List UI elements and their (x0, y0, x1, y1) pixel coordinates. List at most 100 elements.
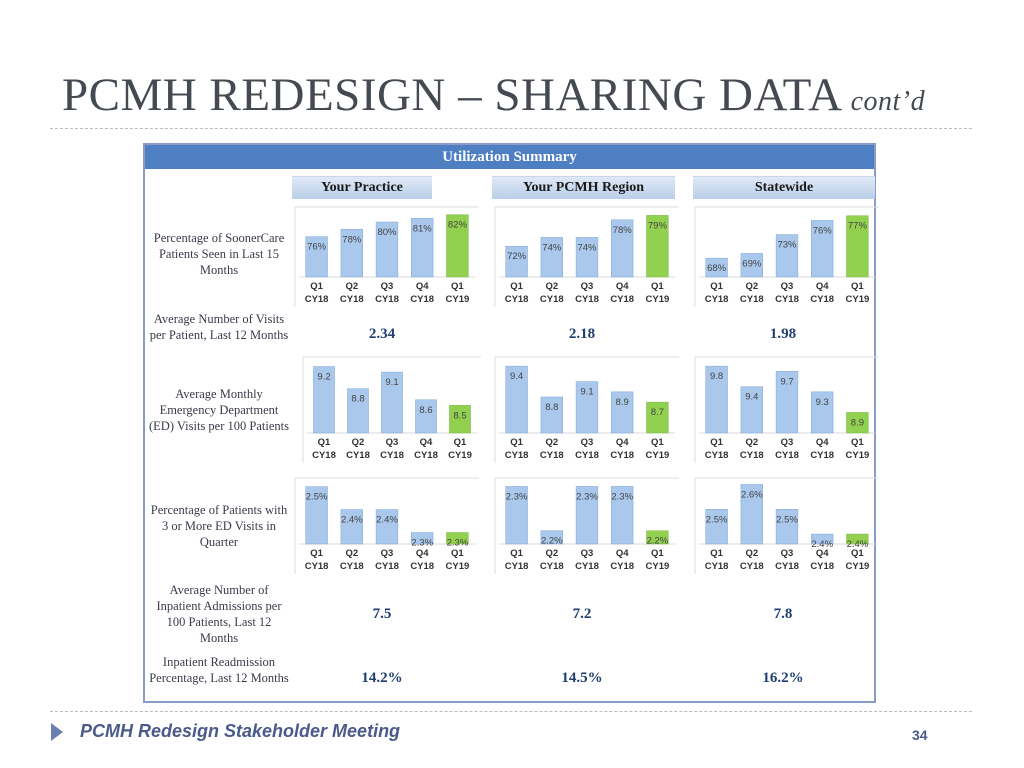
chart-data-label: 2.4% (376, 515, 398, 526)
chart-data-label: 8.7 (651, 407, 664, 418)
chart-data-label: 2.5% (306, 492, 328, 503)
chart-ed-visits-region: 9.4 Q1 CY18 8.8 Q2 CY18 9.1 Q3 CY18 8.9 Q4 CY18 8.7 Q… (494, 356, 679, 463)
chart-tick-label: CY18 (810, 561, 834, 572)
chart-data-label: 82% (448, 220, 468, 231)
chart-data-label: 2.3% (411, 538, 433, 549)
row-label-monthly-ed-visits: Average Monthly Emergency Department (ED… (149, 387, 289, 433)
chart-tick-label: CY18 (705, 294, 729, 305)
chart-bar (375, 221, 399, 278)
chart-data-label: 68% (707, 263, 727, 274)
chart-tick-label: Q1 (510, 548, 523, 559)
chart-tick-label: CY18 (610, 294, 634, 305)
chart-data-label: 80% (377, 227, 397, 238)
chart-data-label: 78% (342, 234, 362, 245)
chart-tick-label: CY18 (740, 450, 764, 461)
chart-tick-label: CY18 (410, 561, 434, 572)
chart-bar (411, 532, 434, 545)
top-divider (50, 128, 972, 129)
chart-soonercare-region: 72% Q1 CY18 74% Q2 CY18 74% Q3 CY18 78% Q4 CY18 79% Q… (494, 206, 679, 307)
chart-bar (811, 533, 834, 545)
chart-tick-label: Q1 (451, 548, 464, 559)
column-header-your-pcmh-region: Your PCMH Region (492, 176, 675, 199)
chart-data-label: 74% (542, 242, 562, 253)
chart-bar (446, 214, 469, 278)
chart-tick-label: CY18 (312, 450, 336, 461)
chart-bar (449, 405, 471, 434)
chart-bar (846, 533, 869, 545)
row-label-readmission: Inpatient Readmission Percentage, Last 1… (149, 655, 289, 685)
chart-data-label: 2.2% (541, 536, 563, 547)
chart-bar (575, 486, 599, 545)
chart-tick-label: Q3 (581, 281, 594, 292)
chart-tick-label: Q1 (310, 548, 323, 559)
chart-tick-label: Q2 (745, 437, 758, 448)
chart-tick-label: CY18 (705, 450, 729, 461)
value-admissions-region: 7.2 (572, 606, 592, 622)
chart-tick-label: CY18 (575, 450, 599, 461)
chart-tick-label: Q1 (318, 437, 331, 448)
chart-ed-visits-statewide: 9.8 Q1 CY18 9.4 Q2 CY18 9.7 Q3 CY18 9.3 Q4 CY18 8.9 Q… (694, 356, 879, 463)
chart-bar (846, 215, 869, 278)
chart-tick-label: Q3 (581, 548, 594, 559)
chart-bar (705, 365, 728, 434)
chart-tick-label: CY18 (410, 294, 434, 305)
chart-data-label: 2.6% (741, 489, 763, 500)
chart-tick-label: Q3 (781, 548, 794, 559)
chart-tick-label: Q2 (545, 437, 558, 448)
chart-bar (305, 486, 328, 545)
chart-tick-label: CY18 (610, 561, 634, 572)
chart-tick-label: CY18 (610, 450, 634, 461)
chart-bar (313, 366, 335, 434)
chart-tick-label: CY19 (846, 450, 870, 461)
chart-bar (705, 257, 728, 278)
page-number: 34 (912, 727, 928, 743)
chart-bar (415, 399, 437, 434)
chart-ed-visits-your-practice: 9.2 Q1 CY18 8.8 Q2 CY18 9.1 Q3 CY18 8.6 Q4 CY18 8.5 Q… (302, 356, 481, 463)
title-main: PCMH REDESIGN – SHARING DATA (62, 69, 843, 121)
chart-tick-label: CY18 (540, 561, 564, 572)
chart-tick-label: Q1 (851, 281, 864, 292)
chart-tick-label: Q4 (816, 548, 829, 559)
chart-tick-label: CY18 (575, 294, 599, 305)
chart-tick-label: Q2 (345, 548, 358, 559)
chart-bar (740, 253, 763, 278)
chart-tick-label: Q2 (745, 548, 758, 559)
chart-bar (775, 371, 799, 434)
value-admissions-your-practice: 7.5 (372, 606, 392, 622)
chart-bar (611, 391, 634, 434)
chart-data-label: 78% (613, 225, 633, 236)
chart-bar (646, 215, 669, 278)
chart-tick-label: CY18 (505, 561, 529, 572)
chart-tick-label: Q3 (386, 437, 399, 448)
chart-data-label: 2.2% (647, 536, 669, 547)
chart-tick-label: Q2 (345, 281, 358, 292)
chart-data-label: 9.3 (816, 397, 829, 408)
chart-tick-label: CY18 (810, 450, 834, 461)
chart-tick-label: CY19 (646, 294, 670, 305)
chart-tick-label: CY18 (305, 294, 329, 305)
chart-tick-label: CY19 (448, 450, 472, 461)
chart-3plus-ed-region: 2.3%Q1CY182.2%Q2CY182.3%Q3CY182.3%Q4CY18… (494, 477, 679, 574)
chart-data-label: 8.8 (351, 394, 364, 405)
chart-bar (411, 218, 434, 278)
chart-data-label: 9.4 (745, 392, 758, 403)
chart-tick-label: Q3 (781, 437, 794, 448)
chart-tick-label: CY18 (810, 294, 834, 305)
chart-bar (540, 396, 563, 434)
chart-bar (811, 391, 834, 434)
chart-tick-label: CY18 (505, 294, 529, 305)
chart-tick-label: Q3 (781, 281, 794, 292)
chart-data-label: 2.3% (611, 491, 633, 502)
chart-tick-label: Q4 (816, 281, 829, 292)
chart-data-label: 8.9 (851, 417, 864, 428)
chart-tick-label: Q2 (545, 548, 558, 559)
chart-tick-label: Q4 (416, 548, 429, 559)
value-readmission-region: 14.5% (561, 670, 603, 686)
chart-tick-label: Q1 (454, 437, 467, 448)
chart-tick-label: CY18 (375, 561, 399, 572)
chart-bar (505, 365, 528, 434)
chart-data-label: 2.3% (576, 491, 598, 502)
chart-bar (846, 412, 869, 434)
footer-arrow-icon (51, 723, 63, 741)
value-readmission-your-practice: 14.2% (361, 670, 403, 686)
